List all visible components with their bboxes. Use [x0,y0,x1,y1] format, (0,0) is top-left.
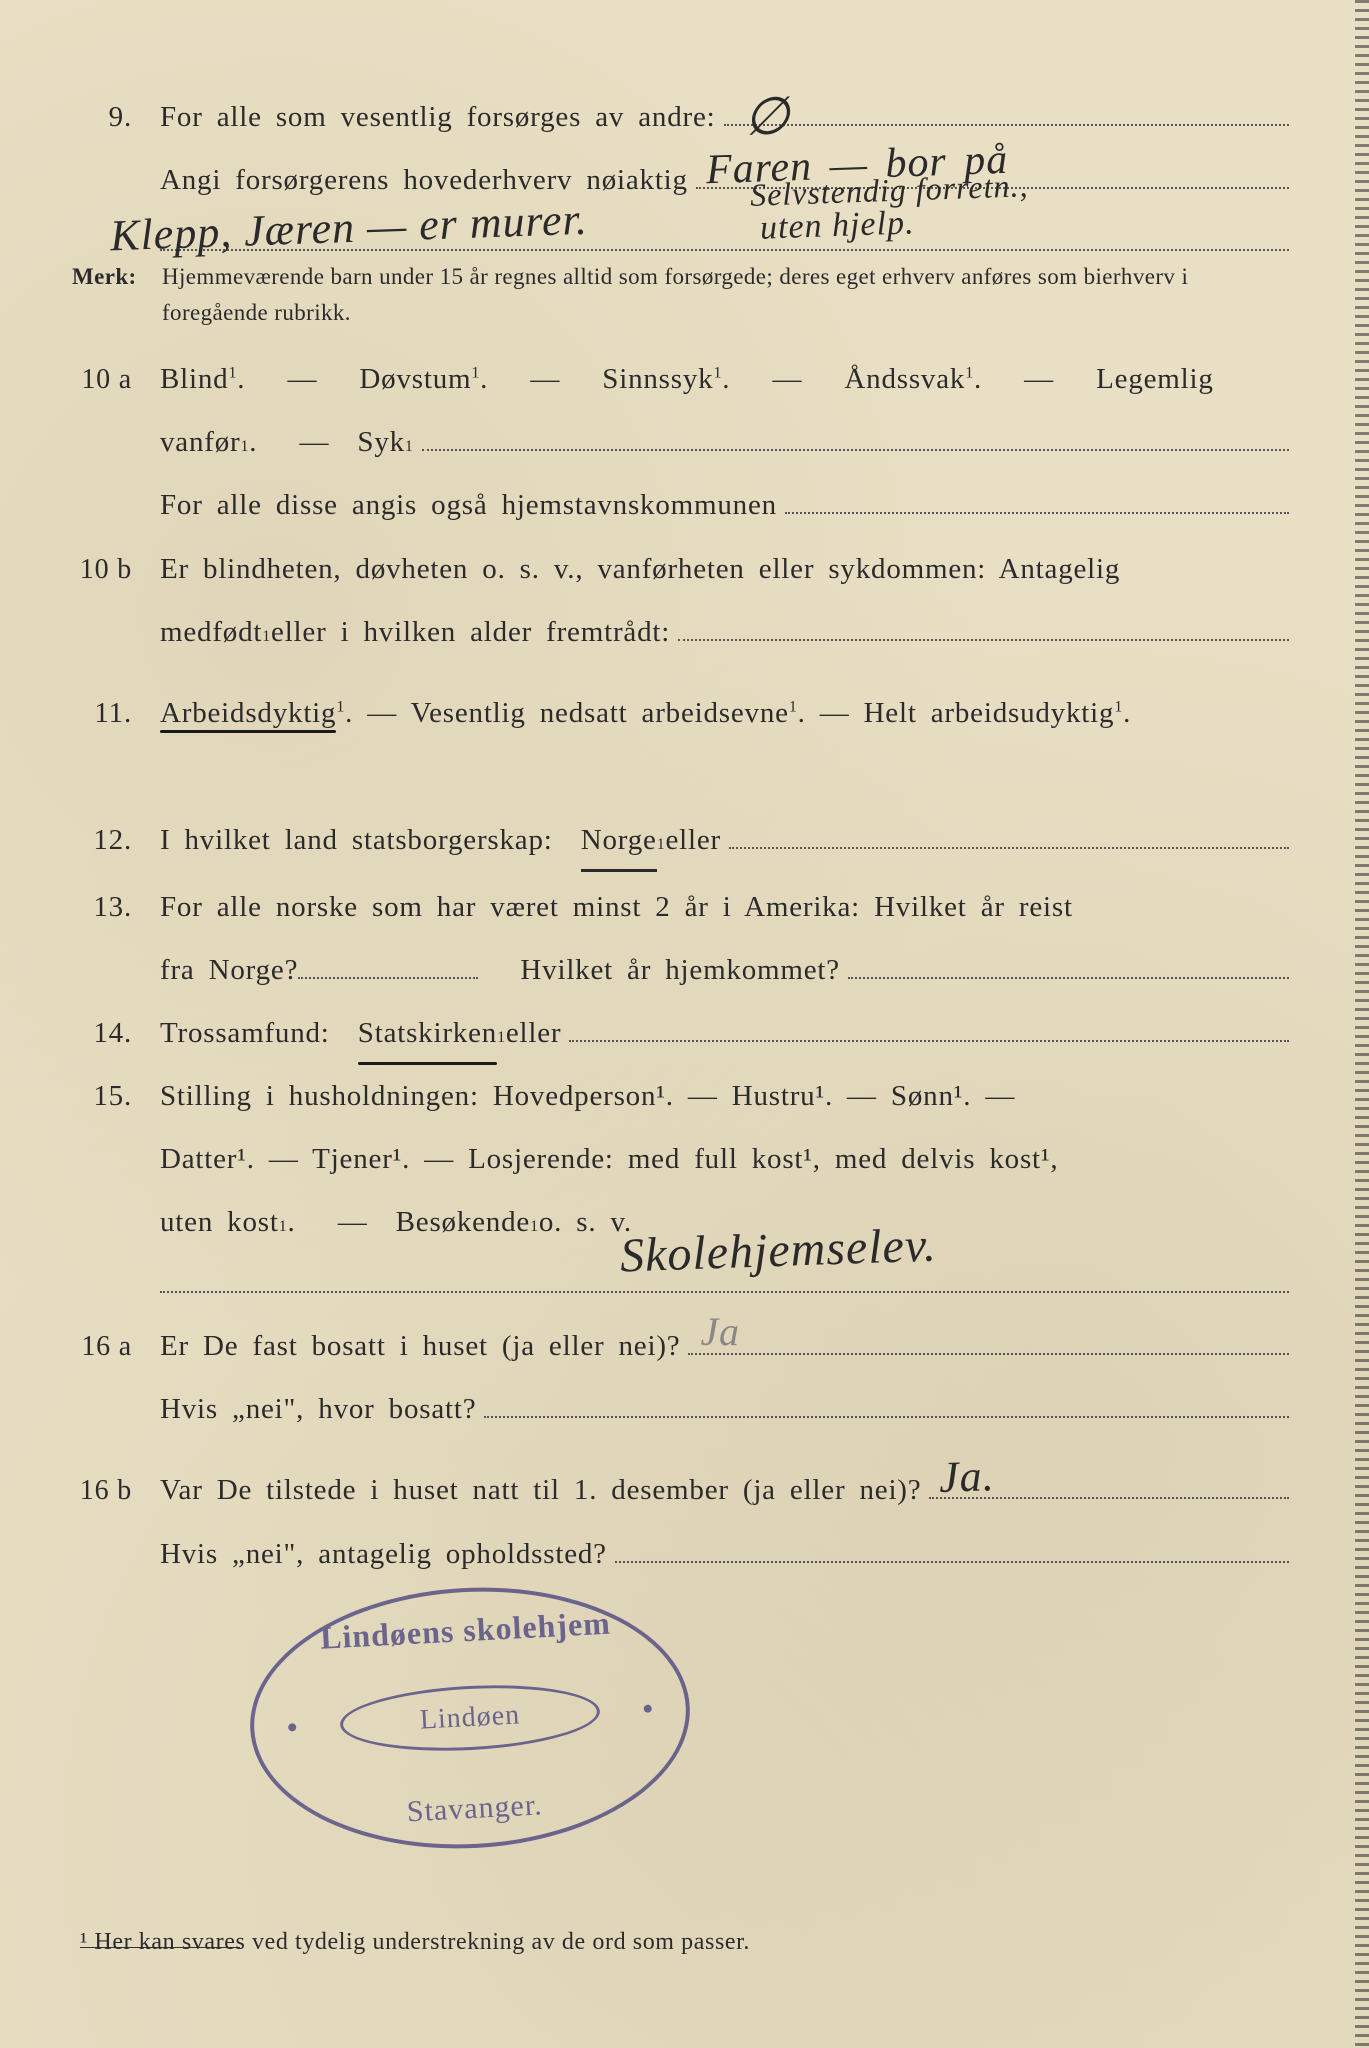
q13-hjem: Hvilket år hjemkommet? [520,943,840,998]
q16a-line2: Hvis „nei", hvor bosatt? [70,1382,1289,1437]
q11-number: 11. [70,686,160,741]
q13-blank2 [848,944,1289,979]
q10a-blank [422,417,1289,452]
q16b-text: Var De tilstede i huset natt til 1. dese… [160,1463,921,1518]
q9-number: 9. [70,90,160,145]
q12-text: I hvilket land statsborgerskap: [160,813,553,868]
q10b-line2: medfødt1 eller i hvilken alder fremtrådt… [70,605,1289,660]
census-form-page: 9. For alle som vesentlig forsørges av a… [0,0,1369,2048]
q10a-syk: Syk [357,415,405,470]
q16b-number: 16 b [70,1464,160,1517]
q10a-sinnssyk: Sinnssyk [602,363,713,395]
q16a-line1: 16 a Er De fast bosatt i huset (ja eller… [70,1319,1289,1374]
q13-fra: fra Norge? [160,943,298,998]
q10a-line2: vanfør1. — Syk1 [70,415,1289,470]
q16b-blank1: Ja. [929,1465,1289,1500]
q15-blank [160,1258,1289,1293]
q16b-hand: Ja. [938,1434,996,1519]
q11: 11. Arbeidsdyktig1. — Vesentlig nedsatt … [70,686,1289,741]
q16b-text2: Hvis „nei", antagelig opholdssted? [160,1527,607,1582]
q16b-line2: Hvis „nei", antagelig opholdssted? [70,1527,1289,1582]
q15-besokende: Besøkende [396,1195,530,1250]
q13-number: 13. [70,880,160,935]
q9-hand2: Klepp, Jæren — er murer. [109,178,589,278]
q10b-text2: eller i hvilken alder fremtrådt: [271,605,670,660]
q9-line1: 9. For alle som vesentlig forsørges av a… [70,90,1289,145]
q10a-line3: For alle disse angis også hjemstavnskomm… [70,478,1289,533]
q15-line2: Datter¹. — Tjener¹. — Losjerende: med fu… [70,1132,1289,1187]
q13-text1: For alle norske som har været minst 2 år… [160,880,1289,935]
q12-number: 12. [70,813,160,868]
q12-norge: Norge [581,813,657,872]
q14-blank [569,1007,1289,1042]
q10a-blind: Blind [160,363,228,395]
q10a-hjemstavn: For alle disse angis også hjemstavnskomm… [160,478,777,533]
q11-arbeidsdyktig: Arbeidsdyktig [160,697,336,729]
q9-hand4: uten hjelp. [759,192,916,262]
q12-or: eller [665,813,721,868]
footnote-text: ¹ Her kan svares ved tydelig understrekn… [80,1929,1260,1956]
q10b-medfodt: medfødt [160,605,262,660]
q9-text1: For alle som vesentlig forsørges av andr… [160,90,716,145]
q15-line1: 15. Stilling i husholdningen: Hovedperso… [70,1069,1289,1124]
q9-blank3: Klepp, Jæren — er murer. Selvstendig for… [160,216,1289,251]
q10a-vanfor: vanfør [160,415,241,470]
q14-label: Trossamfund: [160,1006,330,1061]
q16a-blank1: Ja [688,1320,1289,1355]
q16a-text: Er De fast bosatt i huset (ja eller nei)… [160,1319,680,1374]
q13-line1: 13. For alle norske som har været minst … [70,880,1289,935]
q10b-text1: Er blindheten, døvheten o. s. v., vanfør… [160,542,1289,597]
q10b-line1: 10 b Er blindheten, døvheten o. s. v., v… [70,542,1289,597]
q15-text1: Stilling i husholdningen: Hovedperson¹. … [160,1069,1289,1124]
q12-blank [729,814,1289,849]
q15-line3: uten kost1. — Besøkende1 o. s. v. Skoleh… [70,1195,1289,1250]
q14: 14. Trossamfund: Statskirken1 eller [70,1006,1289,1061]
q10a-dovstum: Døvstum [359,363,471,395]
q15-number: 15. [70,1069,160,1124]
q15-line4 [70,1258,1289,1293]
q13-blank1 [298,949,478,979]
q12: 12. I hvilket land statsborgerskap: Norg… [70,813,1289,872]
q10a-blank3 [785,480,1289,515]
q16b-blank2 [615,1528,1289,1563]
q16a-hand: Ja [700,1294,739,1370]
q16a-blank2 [484,1384,1289,1419]
q10b-blank [678,606,1289,641]
q14-number: 14. [70,1006,160,1061]
q9-line3: Klepp, Jæren — er murer. Selvstendig for… [70,216,1289,251]
q10a-number: 10 a [70,353,160,406]
q15-utenkost: uten kost [160,1195,279,1250]
q11-udyktig: Helt arbeidsudyktig [864,697,1115,729]
q10a-andssvak: Åndssvak [844,363,965,395]
q10a-line1: 10 a Blind1. — Døvstum1. — Sinnssyk1. — … [70,352,1289,407]
q15-text2: Datter¹. — Tjener¹. — Losjerende: med fu… [160,1132,1289,1187]
q14-statskirken: Statskirken [358,1006,497,1061]
q11-nedsatt: Vesentlig nedsatt arbeidsevne [411,697,789,729]
q16a-text2: Hvis „nei", hvor bosatt? [160,1382,476,1437]
q10b-number: 10 b [70,543,160,596]
q13-line2: fra Norge? Hvilket år hjemkommet? [70,943,1289,998]
q14-or: eller [506,1006,562,1061]
q16a-number: 16 a [70,1320,160,1373]
institution-stamp: Lindøens skolehjem Lindøen Stavanger. [243,1577,696,1860]
q16b-line1: 16 b Var De tilstede i huset natt til 1.… [70,1463,1289,1518]
q10a-legemlig: Legemlig [1096,363,1214,395]
